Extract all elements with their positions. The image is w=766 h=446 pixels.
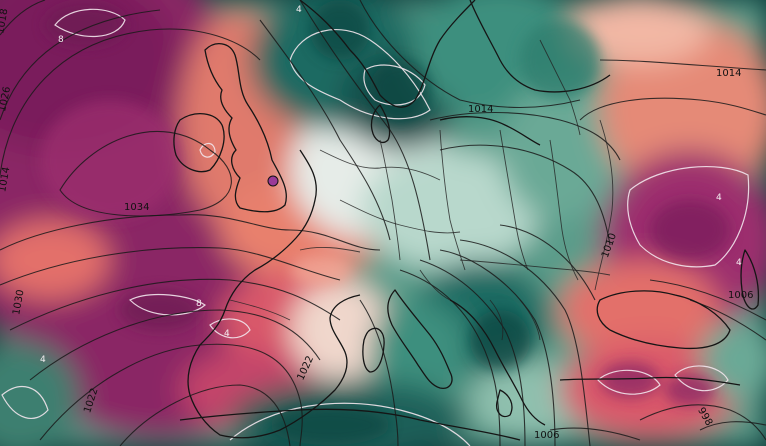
isotherm-label-8-iberia: 8 — [196, 299, 202, 309]
isotherm-label-4-iberia: 4 — [224, 329, 230, 339]
isotherm-label-8-north: 8 — [58, 35, 64, 45]
isotherm-label-4-east: 4 — [736, 258, 742, 268]
location-marker — [267, 175, 279, 187]
isotherm-label-group: 8 8 4 4 4 4 4 — [40, 5, 742, 365]
isotherm-contours — [1, 8, 750, 446]
isotherm-label-4-atlantic: 4 — [40, 355, 46, 365]
country-borders — [229, 39, 614, 341]
isobar-label-1030: 1030 — [11, 289, 26, 316]
isotherm-label-4-russia: 4 — [716, 193, 722, 203]
isobar-label-1014-east: 1014 — [716, 68, 741, 79]
isobar-label-1034: 1034 — [124, 202, 149, 213]
isobar-label-1014-north: 1014 — [468, 104, 493, 115]
coastlines — [173, 0, 760, 441]
isobar-label-1006-east: 1006 — [728, 290, 753, 301]
isotherm-label-4-scandinavia: 4 — [296, 5, 302, 15]
isobar-label-1018: 1018 — [0, 8, 10, 35]
isobar-label-1006-south: 1006 — [534, 430, 559, 441]
